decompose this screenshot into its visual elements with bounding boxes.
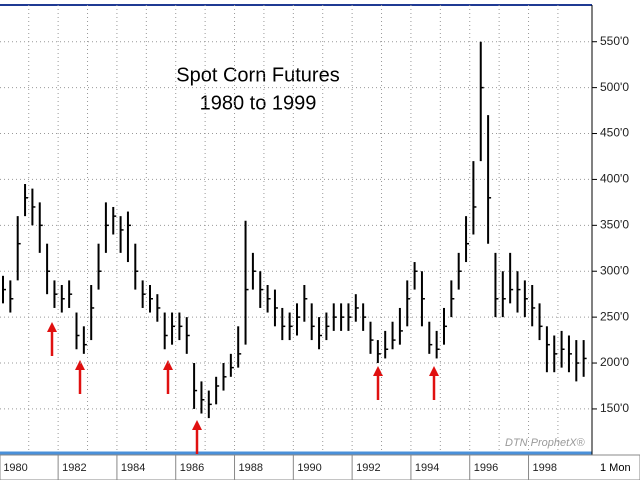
x-tick-label: 1994 <box>415 462 439 474</box>
x-tick-label: 1992 <box>356 462 380 474</box>
y-tick-label: 150'0 <box>600 401 629 415</box>
y-tick-label: 550'0 <box>600 34 629 48</box>
x-tick-label: 1990 <box>297 462 321 474</box>
y-tick-label: 350'0 <box>600 217 629 231</box>
chart-subtitle: 1980 to 1999 <box>200 92 317 114</box>
arrow-head <box>163 360 173 370</box>
y-tick-label: 300'0 <box>600 263 629 277</box>
arrow-head <box>47 322 57 332</box>
x-tick-label: 1988 <box>239 462 263 474</box>
x-tick-label: 1980 <box>3 462 27 474</box>
arrow-head <box>192 420 202 430</box>
x-tick-label: 1996 <box>474 462 498 474</box>
arrow-head <box>429 366 439 376</box>
interval-label: 1 Mon <box>600 462 631 474</box>
x-tick-label: 1998 <box>533 462 557 474</box>
y-tick-label: 450'0 <box>600 126 629 140</box>
x-tick-label: 1982 <box>62 462 86 474</box>
arrow-head <box>75 360 85 370</box>
x-tick-label: 1986 <box>180 462 204 474</box>
x-tick-label: 1984 <box>121 462 145 474</box>
y-tick-label: 250'0 <box>600 309 629 323</box>
watermark: DTN ProphetX® <box>505 437 586 449</box>
y-tick-label: 400'0 <box>600 172 629 186</box>
time-strip <box>0 454 640 480</box>
y-tick-label: 200'0 <box>600 355 629 369</box>
chart-title: Spot Corn Futures <box>176 64 339 86</box>
arrow-head <box>373 366 383 376</box>
annotation-arrows <box>47 322 439 454</box>
y-tick-label: 500'0 <box>600 80 629 94</box>
